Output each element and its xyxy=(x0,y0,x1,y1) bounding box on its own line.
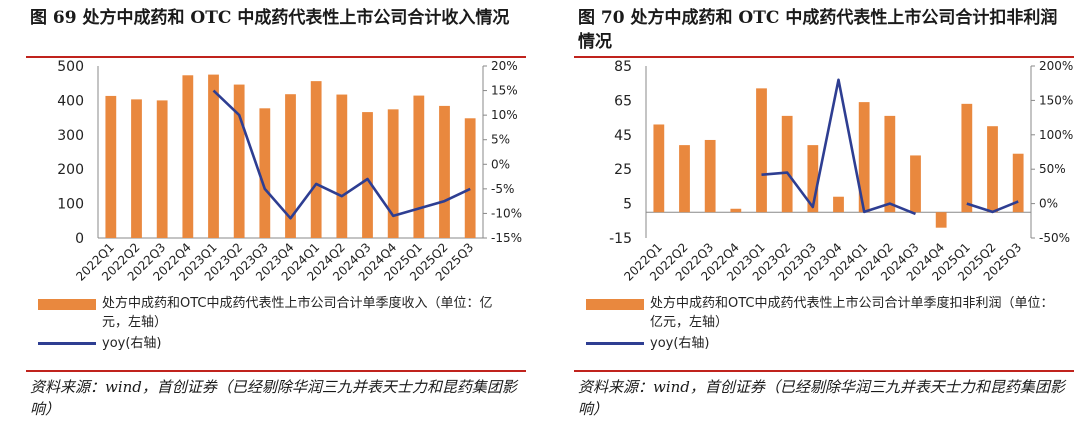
bar xyxy=(1012,153,1024,213)
left-tick-label: 25 xyxy=(614,162,632,178)
source-rule xyxy=(574,370,1074,372)
left-tick-label: 500 xyxy=(57,60,84,75)
bar xyxy=(961,103,973,213)
figure-title: 图 70 处方中成药和 OTC 中成药代表性上市公司合计扣非利润情况 xyxy=(578,8,1058,52)
right-tick-label: 0% xyxy=(1039,197,1058,211)
source-note: 资料来源：wind，首创证券（已经剔除华润三九并表天士力和昆药集团影响） xyxy=(578,378,1065,418)
figure-title: 图 69 处方中成药和 OTC 中成药代表性上市公司合计收入情况 xyxy=(30,8,510,28)
bar xyxy=(310,81,322,238)
chart-legend: 处方中成药和OTC中成药代表性上市公司合计单季度收入（单位：亿元，左轴） yoy… xyxy=(38,294,508,353)
right-tick-label: -15% xyxy=(491,231,522,245)
legend-item-bar: 处方中成药和OTC中成药代表性上市公司合计单季度扣非利润（单位：亿元，左轴） xyxy=(586,294,1056,332)
legend-bar-label: 处方中成药和OTC中成药代表性上市公司合计单季度收入（单位：亿元，左轴） xyxy=(102,296,493,330)
right-tick-label: 10% xyxy=(491,108,518,122)
right-tick-label: 0% xyxy=(491,157,510,171)
legend-line-swatch xyxy=(38,342,96,345)
bar xyxy=(858,102,870,213)
right-tick-label: 200% xyxy=(1039,60,1073,73)
bar xyxy=(413,95,425,238)
legend-line-label: yoy(右轴) xyxy=(102,336,162,351)
legend-item-line: yoy(右轴) xyxy=(586,334,1056,353)
bar xyxy=(833,196,844,213)
legend-item-line: yoy(右轴) xyxy=(38,334,508,353)
bar xyxy=(336,94,348,238)
bar xyxy=(233,84,245,238)
right-tick-label: 20% xyxy=(491,60,518,73)
bar xyxy=(105,95,117,238)
bar xyxy=(987,126,998,213)
source-rule xyxy=(26,370,526,372)
bar xyxy=(730,208,742,213)
bar xyxy=(679,145,690,213)
bar xyxy=(182,75,194,239)
bar xyxy=(156,100,168,239)
bar xyxy=(807,145,819,213)
bar xyxy=(756,88,767,213)
bar xyxy=(131,99,142,238)
bar xyxy=(362,112,373,238)
profit-chart: -15525456585-50%0%50%100%150%200%2022Q12… xyxy=(609,60,1073,284)
bar xyxy=(910,155,921,213)
revenue-chart: 0 100 200 300 400 500 -15% -10% -5% 0% 5% 10% 15% 20%… xyxy=(57,60,522,284)
bar xyxy=(259,108,271,238)
right-tick-label: -50% xyxy=(1039,231,1070,245)
legend-bar-swatch xyxy=(38,299,96,310)
figure-70-panel: 图 70 处方中成药和 OTC 中成药代表性上市公司合计扣非利润情况 -15 5 2… xyxy=(548,0,1080,429)
right-tick-label: -10% xyxy=(491,206,522,220)
bar xyxy=(439,105,450,239)
bar xyxy=(704,139,716,213)
left-tick-label: 45 xyxy=(614,128,632,144)
left-tick-label: 400 xyxy=(57,93,84,109)
bar xyxy=(208,74,219,238)
left-tick-label: -15 xyxy=(609,231,632,247)
left-tick-label: 300 xyxy=(57,128,84,144)
left-tick-label: 0 xyxy=(75,231,84,247)
left-tick-label: 85 xyxy=(614,60,632,75)
right-tick-label: 15% xyxy=(491,84,518,98)
chart-legend: 处方中成药和OTC中成药代表性上市公司合计单季度扣非利润（单位：亿元，左轴） y… xyxy=(586,294,1056,353)
bar xyxy=(884,115,896,213)
bar xyxy=(464,118,476,238)
left-tick-label: 5 xyxy=(623,197,632,213)
bar xyxy=(935,212,947,228)
right-tick-label: -5% xyxy=(491,182,514,196)
bar xyxy=(653,124,665,213)
yoy-line xyxy=(212,89,471,220)
legend-bar-label: 处方中成药和OTC中成药代表性上市公司合计单季度扣非利润（单位：亿元，左轴） xyxy=(650,296,1054,330)
bar xyxy=(781,115,793,213)
left-tick-label: 100 xyxy=(57,197,84,213)
right-tick-label: 150% xyxy=(1039,93,1073,107)
legend-item-bar: 处方中成药和OTC中成药代表性上市公司合计单季度收入（单位：亿元，左轴） xyxy=(38,294,508,332)
title-rule xyxy=(26,56,526,58)
yoy-line xyxy=(761,78,916,216)
left-tick-label: 200 xyxy=(57,162,84,178)
right-tick-label: 100% xyxy=(1039,128,1073,142)
figure-69-panel: 图 69 处方中成药和 OTC 中成药代表性上市公司合计收入情况 0 100 200… xyxy=(26,8,526,418)
title-rule xyxy=(574,56,1074,58)
yoy-line xyxy=(966,200,1019,214)
source-note: 资料来源：wind，首创证券（已经剔除华润三九并表天士力和昆药集团影响） xyxy=(30,378,517,418)
right-tick-label: 50% xyxy=(1039,162,1066,176)
legend-line-swatch xyxy=(586,342,644,345)
right-tick-label: 5% xyxy=(491,133,510,147)
bar xyxy=(285,94,296,238)
bar xyxy=(387,109,399,239)
left-tick-label: 65 xyxy=(614,93,632,109)
legend-bar-swatch xyxy=(586,299,644,310)
legend-line-label: yoy(右轴) xyxy=(650,336,710,351)
